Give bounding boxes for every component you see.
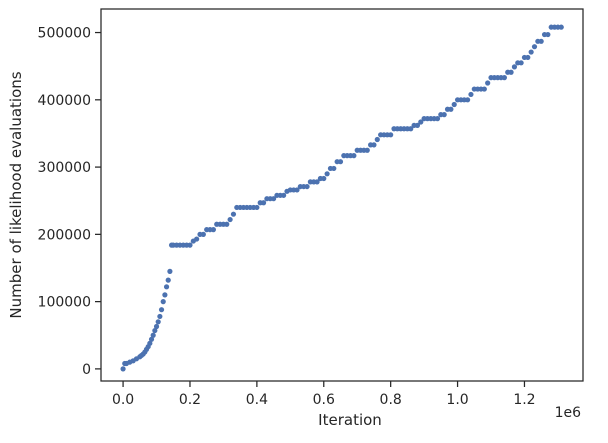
data-point	[508, 69, 514, 75]
data-point	[260, 200, 267, 206]
data-point	[451, 101, 457, 108]
data-point	[321, 175, 327, 182]
x-tick-label: 1.0	[446, 392, 468, 408]
data-point	[224, 221, 230, 227]
data-point	[163, 284, 170, 290]
x-axis-label: Iteration	[318, 411, 382, 429]
data-point	[165, 277, 171, 283]
data-point	[324, 171, 330, 177]
data-point	[418, 119, 424, 125]
y-tick-label: 0	[82, 362, 91, 378]
y-tick-label: 400000	[38, 93, 91, 109]
data-point	[465, 97, 471, 103]
data-point	[147, 340, 153, 346]
data-point	[160, 299, 166, 305]
data-point	[187, 242, 193, 248]
data-point	[371, 142, 377, 148]
data-point	[162, 292, 168, 298]
data-point	[388, 132, 394, 138]
data-point	[525, 54, 531, 61]
data-point	[501, 75, 507, 81]
data-point	[364, 147, 370, 153]
data-point	[414, 122, 421, 128]
y-axis-ticks: 0 100000 200000 300000 400000 500000	[38, 26, 101, 378]
data-point	[120, 366, 126, 372]
data-point	[167, 268, 173, 274]
x-tick-label: 0.0	[112, 392, 134, 408]
data-point	[304, 183, 310, 190]
x-axis-ticks: 0.0 0.2 0.4 0.6 0.8 1.0 1.2	[112, 381, 536, 408]
data-point	[481, 86, 487, 92]
y-tick-label: 200000	[38, 227, 91, 243]
x-tick-label: 0.2	[179, 392, 201, 408]
data-point	[281, 192, 287, 198]
x-axis-offset-label: 1e6	[555, 405, 582, 421]
x-tick-label: 1.2	[513, 392, 535, 408]
data-point	[271, 196, 277, 202]
data-point	[210, 227, 216, 233]
y-tick-label: 100000	[38, 295, 91, 311]
data-point	[408, 126, 414, 132]
data-point	[152, 327, 158, 334]
data-point	[157, 313, 163, 320]
data-point	[545, 31, 551, 38]
data-point	[158, 307, 165, 313]
data-point	[434, 116, 441, 122]
data-point	[448, 106, 454, 112]
data-point	[485, 80, 491, 86]
data-point	[294, 187, 300, 193]
data-point	[351, 153, 357, 159]
data-point	[227, 216, 233, 223]
data-point	[150, 332, 156, 338]
data-point	[511, 64, 518, 70]
data-point	[441, 112, 447, 118]
y-axis-label: Number of likelihood evaluations	[7, 71, 25, 318]
data-point	[528, 49, 534, 55]
data-point	[538, 38, 544, 44]
data-point	[314, 179, 320, 185]
data-point	[337, 159, 344, 165]
data-points	[120, 24, 564, 372]
data-point	[200, 231, 206, 237]
plot-frame	[100, 8, 584, 382]
x-tick-label: 0.8	[380, 392, 402, 408]
y-tick-label: 300000	[38, 160, 91, 176]
data-point	[153, 323, 160, 330]
data-point	[194, 236, 200, 242]
data-point	[374, 136, 380, 143]
data-point	[155, 319, 161, 325]
data-point	[531, 44, 538, 50]
data-point	[331, 165, 337, 172]
x-tick-label: 0.6	[313, 392, 335, 408]
data-point	[230, 211, 237, 217]
data-point	[254, 204, 260, 211]
data-point	[468, 91, 474, 98]
x-tick-label: 0.4	[246, 392, 268, 408]
data-point	[558, 24, 564, 30]
data-point	[518, 60, 524, 66]
y-tick-label: 500000	[38, 26, 91, 42]
data-point	[148, 336, 155, 342]
